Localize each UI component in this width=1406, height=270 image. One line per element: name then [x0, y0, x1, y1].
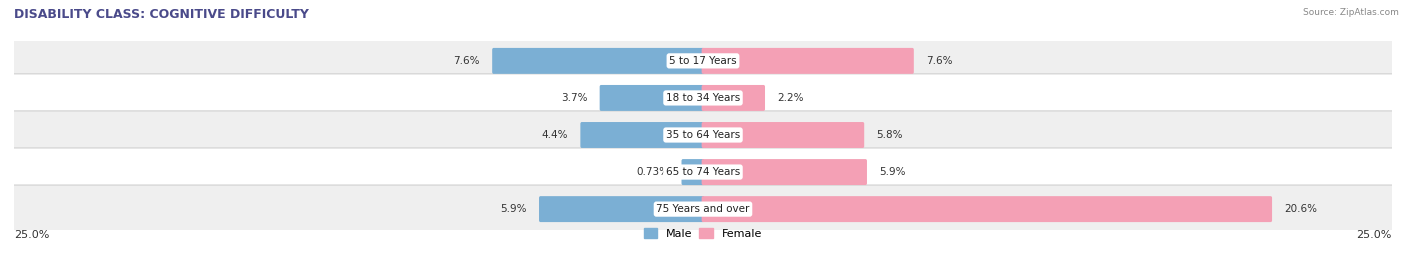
Text: Source: ZipAtlas.com: Source: ZipAtlas.com: [1303, 8, 1399, 17]
Text: 7.6%: 7.6%: [453, 56, 479, 66]
Text: 25.0%: 25.0%: [1357, 230, 1392, 239]
FancyBboxPatch shape: [599, 85, 704, 111]
FancyBboxPatch shape: [492, 48, 704, 74]
Text: 20.6%: 20.6%: [1285, 204, 1317, 214]
Text: DISABILITY CLASS: COGNITIVE DIFFICULTY: DISABILITY CLASS: COGNITIVE DIFFICULTY: [14, 8, 309, 21]
Text: 18 to 34 Years: 18 to 34 Years: [666, 93, 740, 103]
Text: 3.7%: 3.7%: [561, 93, 588, 103]
FancyBboxPatch shape: [682, 159, 704, 185]
Text: 35 to 64 Years: 35 to 64 Years: [666, 130, 740, 140]
Text: 65 to 74 Years: 65 to 74 Years: [666, 167, 740, 177]
Text: 25.0%: 25.0%: [14, 230, 49, 239]
Legend: Male, Female: Male, Female: [644, 228, 762, 239]
Text: 5.8%: 5.8%: [876, 130, 903, 140]
FancyBboxPatch shape: [1, 37, 1405, 85]
FancyBboxPatch shape: [702, 196, 1272, 222]
FancyBboxPatch shape: [1, 74, 1405, 122]
Text: 7.6%: 7.6%: [927, 56, 953, 66]
FancyBboxPatch shape: [1, 111, 1405, 159]
FancyBboxPatch shape: [538, 196, 704, 222]
FancyBboxPatch shape: [702, 48, 914, 74]
FancyBboxPatch shape: [1, 185, 1405, 233]
FancyBboxPatch shape: [702, 85, 765, 111]
Text: 5.9%: 5.9%: [501, 204, 527, 214]
Text: 2.2%: 2.2%: [778, 93, 804, 103]
FancyBboxPatch shape: [1, 148, 1405, 196]
Text: 0.73%: 0.73%: [636, 167, 669, 177]
Text: 5.9%: 5.9%: [879, 167, 905, 177]
FancyBboxPatch shape: [581, 122, 704, 148]
FancyBboxPatch shape: [702, 159, 868, 185]
FancyBboxPatch shape: [702, 122, 865, 148]
Text: 5 to 17 Years: 5 to 17 Years: [669, 56, 737, 66]
Text: 4.4%: 4.4%: [541, 130, 568, 140]
Text: 75 Years and over: 75 Years and over: [657, 204, 749, 214]
